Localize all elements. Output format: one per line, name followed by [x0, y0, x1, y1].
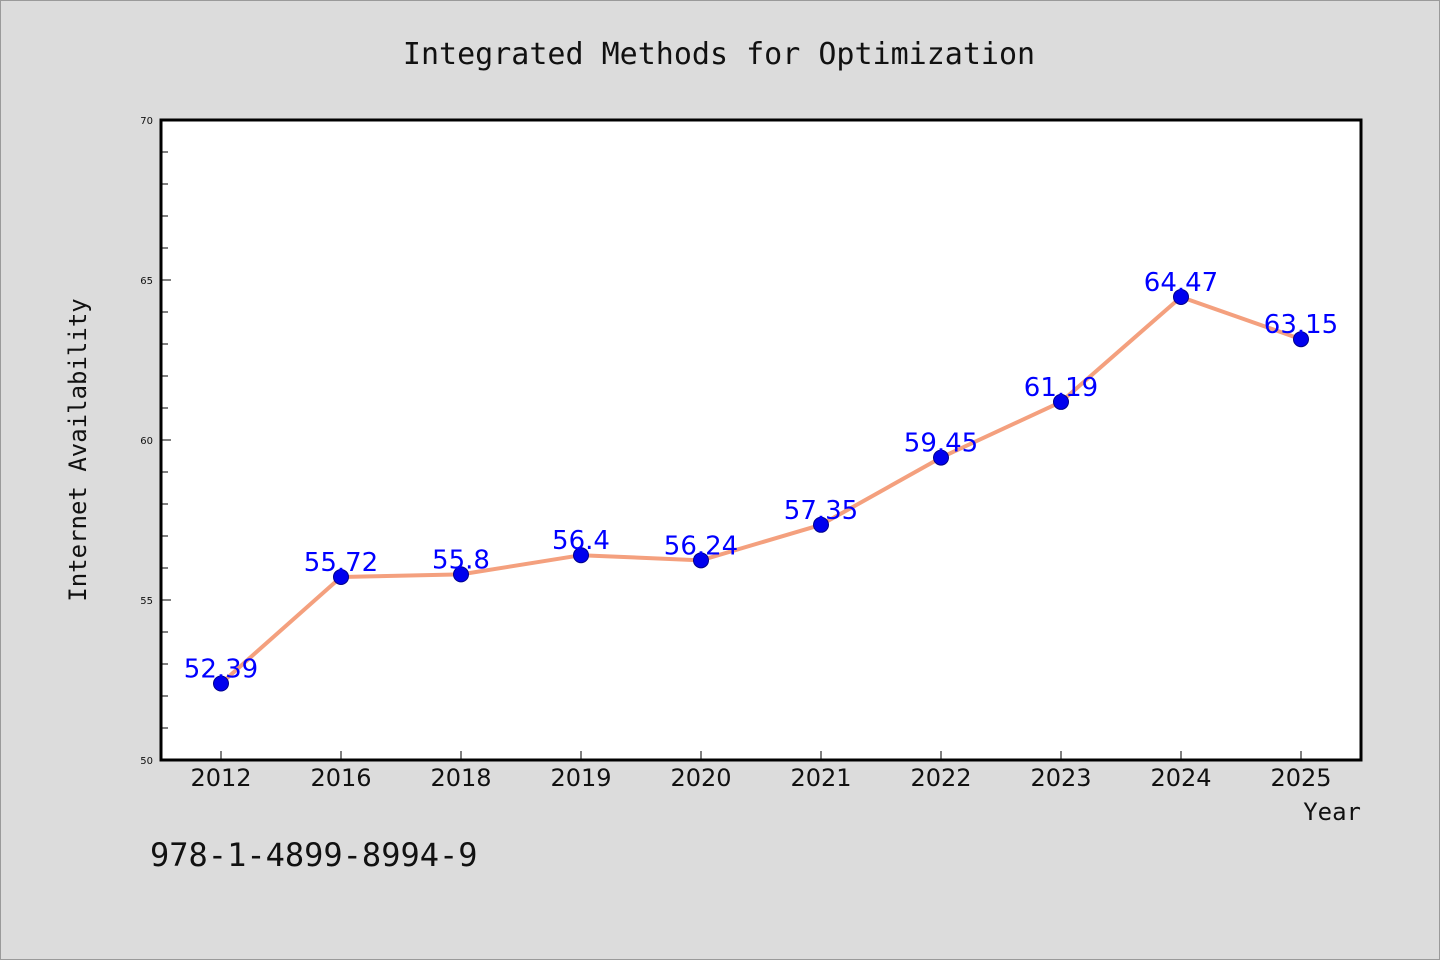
data-label: 56.4: [552, 526, 610, 556]
isbn-annotation: 978-1-4899-8994-9: [150, 836, 478, 874]
data-point: [693, 552, 709, 569]
plot-area: [159, 118, 1363, 762]
x-tick-label: 2023: [1030, 764, 1091, 792]
x-tick-label: 2020: [670, 764, 731, 792]
data-markers: [213, 288, 1309, 692]
y-axis-label: Internet Availability: [64, 298, 92, 601]
data-label: 59.45: [904, 429, 978, 459]
y-axis-tick-labels: 50 55 60 65 70: [140, 116, 153, 767]
data-label: 56.24: [664, 531, 738, 561]
data-point: [933, 449, 949, 466]
x-tick-label: 2022: [910, 764, 971, 792]
data-point: [573, 547, 589, 564]
y-tick-label: 70: [140, 116, 153, 127]
data-label: 52.39: [184, 655, 258, 685]
y-tick-label: 50: [140, 756, 153, 767]
x-axis-ticks: [220, 751, 1302, 760]
data-label: 57.35: [784, 496, 858, 526]
x-tick-label: 2024: [1150, 764, 1211, 792]
x-axis-tick-labels: 2012 2016 2018 2019 2020 2021 2022 2023 2024 2025: [190, 764, 1331, 792]
x-axis-label: Year: [1303, 798, 1361, 826]
data-point: [1173, 288, 1189, 305]
y-tick-label: 65: [140, 276, 153, 287]
data-label: 55.8: [432, 545, 490, 575]
data-labels: 52.39 55.72 55.8 56.4 56.24 57.35 59.45 61.19 64…: [184, 268, 1338, 685]
data-point: [1053, 393, 1069, 410]
y-tick-label: 55: [140, 596, 153, 607]
x-tick-label: 2025: [1270, 764, 1331, 792]
data-label: 61.19: [1024, 373, 1098, 403]
y-axis-ticks: [161, 119, 171, 761]
data-point: [333, 568, 349, 585]
x-tick-label: 2021: [790, 764, 851, 792]
data-point: [1293, 331, 1309, 348]
data-point: [813, 516, 829, 533]
x-tick-label: 2016: [310, 764, 371, 792]
y-tick-label: 60: [140, 436, 153, 447]
x-tick-label: 2018: [430, 764, 491, 792]
chart-title: Integrated Methods for Optimization: [403, 37, 1035, 72]
data-point: [453, 566, 469, 583]
x-tick-label: 2019: [550, 764, 611, 792]
data-label: 55.72: [304, 548, 378, 578]
data-label: 64.47: [1144, 268, 1218, 298]
series-line: [219, 294, 1303, 686]
x-tick-label: 2012: [190, 764, 251, 792]
data-label: 63.15: [1264, 310, 1338, 340]
data-point: [213, 675, 229, 692]
